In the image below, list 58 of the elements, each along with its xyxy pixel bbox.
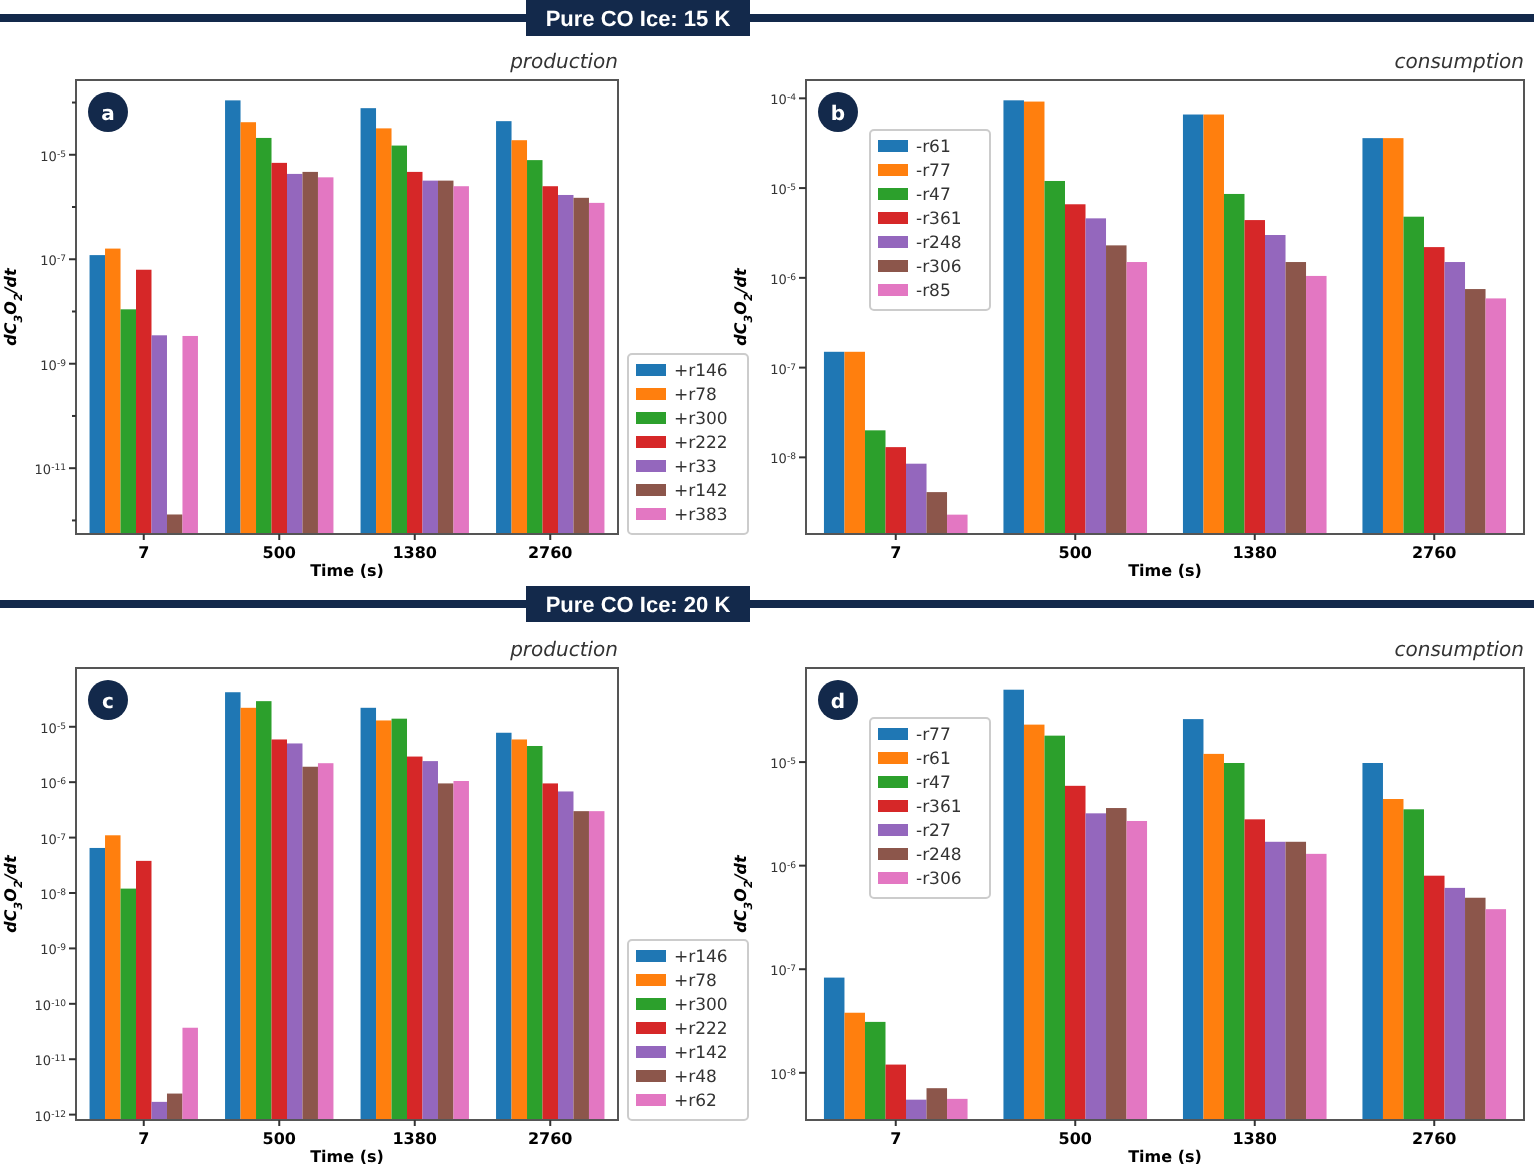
- legend-label: -r61: [916, 750, 951, 770]
- x-axis-title: Time (s): [1128, 1148, 1202, 1166]
- x-tick-label: 7: [890, 544, 902, 562]
- x-axis-title: Time (s): [310, 562, 384, 580]
- legend-label: +r33: [674, 458, 717, 478]
- x-tick-label: 1380: [1232, 1130, 1278, 1148]
- annotation: d: [830, 692, 846, 714]
- legend-label: -r306: [916, 258, 962, 278]
- legend-label: +r62: [674, 1092, 717, 1112]
- legend-label: -r27: [916, 822, 951, 842]
- x-tick-label: 2760: [527, 1130, 574, 1148]
- legend-label: -r248: [916, 234, 962, 254]
- chart-title: Pure CO Ice: 20 K: [545, 594, 731, 618]
- x-tick-label: 500: [1058, 1130, 1093, 1148]
- chart-subtitle: production: [508, 52, 618, 74]
- chart-subtitle: production: [508, 640, 618, 662]
- legend-label: +r142: [674, 1044, 728, 1064]
- x-tick-label: 2760: [1411, 544, 1458, 562]
- legend-label: -r361: [916, 210, 962, 230]
- chart-subtitle: consumption: [1394, 52, 1524, 74]
- legend-label: -r47: [916, 186, 951, 206]
- legend-label: +r146: [674, 948, 728, 968]
- x-axis-title: Time (s): [1128, 562, 1202, 580]
- legend-label: -r61: [916, 138, 951, 158]
- legend-label: -r248: [916, 846, 962, 866]
- x-tick-label: 7: [138, 544, 150, 562]
- legend-label: -r85: [916, 282, 951, 302]
- legend-label: +r78: [674, 386, 717, 406]
- legend-label: -r77: [916, 726, 951, 746]
- legend-label: +r48: [674, 1068, 717, 1088]
- x-tick-label: 500: [1058, 544, 1093, 562]
- legend-label: +r78: [674, 972, 717, 992]
- x-tick-label: 7: [138, 1130, 150, 1148]
- legend-label: -r47: [916, 774, 951, 794]
- legend-label: +r300: [674, 410, 728, 430]
- x-tick-label: 1380: [1232, 544, 1278, 562]
- legend-label: -r361: [916, 798, 962, 818]
- x-tick-label: 2760: [527, 544, 574, 562]
- legend-label: -r77: [916, 162, 951, 182]
- legend-label: +r222: [674, 434, 728, 454]
- legend-label: +r300: [674, 996, 728, 1016]
- legend-label: +r146: [674, 362, 728, 382]
- x-tick-label: 500: [262, 1130, 297, 1148]
- x-tick-label: 1380: [392, 1130, 438, 1148]
- x-tick-label: 2760: [1411, 1130, 1458, 1148]
- legend-label: +r383: [674, 506, 728, 526]
- chart-subtitle: consumption: [1394, 640, 1524, 662]
- annotation: b: [830, 104, 846, 126]
- legend-label: -r306: [916, 870, 962, 890]
- legend-label: +r222: [674, 1020, 728, 1040]
- x-tick-label: 1380: [392, 544, 438, 562]
- legend-label: +r142: [674, 482, 728, 502]
- x-tick-label: 500: [262, 544, 297, 562]
- annotation: c: [102, 692, 115, 714]
- annotation: a: [101, 104, 115, 126]
- chart-title: Pure CO Ice: 15 K: [545, 8, 731, 32]
- x-tick-label: 7: [890, 1130, 902, 1148]
- x-axis-title: Time (s): [310, 1148, 384, 1166]
